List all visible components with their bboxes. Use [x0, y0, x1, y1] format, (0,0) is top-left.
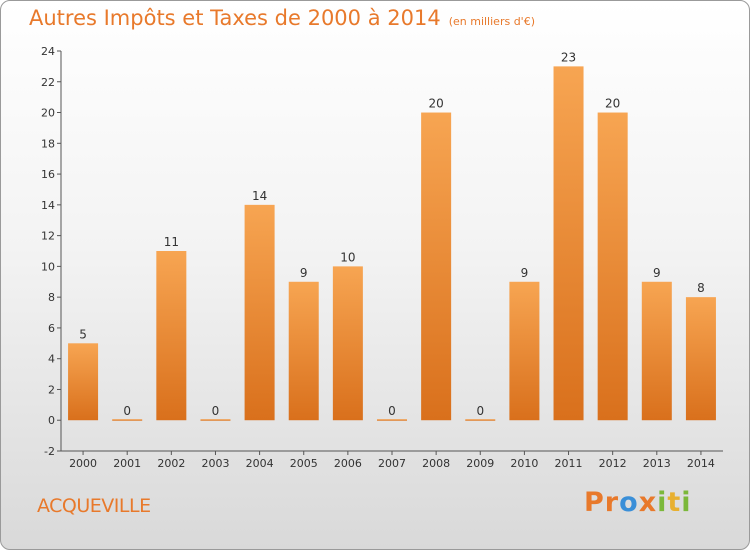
x-tick-label: 2005 — [290, 457, 318, 470]
logo-letter: x — [638, 487, 658, 518]
bar — [200, 419, 231, 421]
y-tick-label: 24 — [41, 45, 55, 58]
y-tick-label: 22 — [41, 76, 55, 89]
data-label: 20 — [605, 97, 620, 111]
chart-title-text: Autres Impôts et Taxes de 2000 à 2014 — [29, 6, 441, 30]
bar — [641, 281, 672, 421]
x-tick-label: 2004 — [246, 457, 274, 470]
bar — [465, 419, 496, 421]
y-tick-label: 0 — [48, 414, 55, 427]
logo-letter: t — [667, 487, 682, 518]
bar — [597, 112, 628, 421]
data-label: 0 — [476, 404, 484, 418]
data-label: 23 — [561, 50, 576, 64]
proxiti-logo: Proxiti — [584, 487, 692, 518]
y-tick-label: 18 — [41, 137, 55, 150]
data-label: 9 — [653, 266, 661, 280]
bar — [685, 297, 716, 421]
data-label: 0 — [212, 404, 220, 418]
x-tick-label: 2009 — [466, 457, 494, 470]
y-tick-label: 14 — [41, 199, 55, 212]
bar — [376, 419, 408, 421]
chart-title: Autres Impôts et Taxes de 2000 à 2014 (en… — [29, 6, 535, 30]
y-tick-label: 10 — [41, 260, 55, 273]
x-tick-label: 2006 — [334, 457, 362, 470]
x-tick-label: 2011 — [555, 457, 583, 470]
bar — [112, 419, 143, 421]
x-tick-label: 2002 — [157, 457, 185, 470]
y-tick-label: 6 — [48, 322, 55, 335]
chart-subtitle: (en milliers d'€) — [448, 15, 535, 28]
y-tick-label: 16 — [41, 168, 55, 181]
data-label: 9 — [300, 266, 308, 280]
data-label: 10 — [340, 250, 355, 264]
bar — [68, 343, 99, 421]
bar — [421, 112, 452, 421]
bar — [553, 66, 584, 421]
x-tick-label: 2000 — [69, 457, 97, 470]
data-label: 20 — [428, 97, 443, 111]
bar — [332, 266, 363, 421]
bar — [288, 281, 319, 421]
bar — [509, 281, 540, 421]
y-tick-label: -2 — [44, 445, 55, 458]
logo-letter: P — [584, 487, 605, 518]
bar — [244, 204, 275, 421]
data-label: 14 — [252, 189, 267, 203]
data-label: 0 — [123, 404, 131, 418]
bars — [68, 66, 716, 421]
data-label: 0 — [388, 404, 396, 418]
commune-name: ACQUEVILLE — [37, 495, 151, 517]
x-tick-label: 2013 — [643, 457, 671, 470]
x-tick-label: 2007 — [378, 457, 406, 470]
logo-letter: r — [604, 487, 620, 518]
value-labels: 5 0 11 0 14 9 10 0 20 0 9 23 20 9 8 — [79, 50, 705, 418]
data-label: 5 — [79, 327, 87, 341]
logo-letter: i — [681, 487, 692, 518]
bar — [156, 251, 187, 421]
x-tick-label: 2001 — [113, 457, 141, 470]
x-tick-label: 2003 — [201, 457, 229, 470]
x-tick-label: 2008 — [422, 457, 450, 470]
y-tick-label: 2 — [48, 383, 55, 396]
data-label: 8 — [697, 281, 705, 295]
y-tick-label: 4 — [48, 353, 55, 366]
y-tick-label: 20 — [41, 107, 55, 120]
data-label: 9 — [521, 266, 529, 280]
y-tick-label: 8 — [48, 291, 55, 304]
x-tick-label: 2010 — [510, 457, 538, 470]
data-label: 11 — [164, 235, 179, 249]
logo-letter: o — [619, 487, 639, 518]
logo-letter: i — [657, 487, 668, 518]
x-tick-label: 2012 — [599, 457, 627, 470]
x-tick-label: 2014 — [687, 457, 715, 470]
y-tick-label: 12 — [41, 230, 55, 243]
